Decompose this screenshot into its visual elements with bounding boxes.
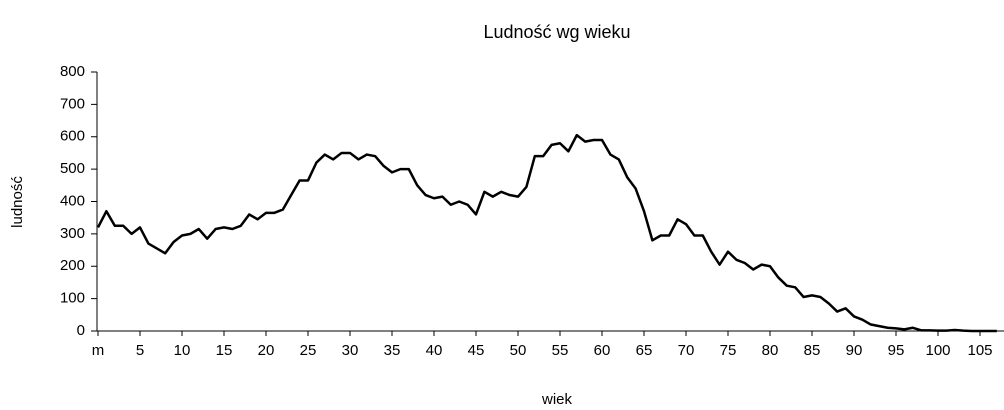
x-tick-label: 65 [636, 342, 653, 359]
x-tick-label: 100 [925, 342, 950, 359]
x-tick-label: 15 [216, 342, 233, 359]
x-tick-label: 30 [342, 342, 359, 359]
y-tick-label: 300 [60, 225, 85, 242]
x-tick-label: 105 [967, 342, 992, 359]
x-tick-label: 90 [846, 342, 863, 359]
line [96, 133, 997, 333]
x-tick-label: 80 [762, 342, 779, 359]
x-axis-label: wiek [541, 391, 573, 408]
x-tick-label: 85 [804, 342, 821, 359]
x-tick-label: 40 [426, 342, 443, 359]
x-tick-label: 10 [174, 342, 191, 359]
x-tick-label: 60 [594, 342, 611, 359]
y-tick-label: 600 [60, 128, 85, 145]
x-tick-label: 50 [510, 342, 527, 359]
x-tick-label: 55 [552, 342, 569, 359]
y-tick-label: 500 [60, 160, 85, 177]
y-tick-label: 100 [60, 290, 85, 307]
x-tick-label: 95 [888, 342, 905, 359]
x-tick-label: 25 [300, 342, 317, 359]
x-tick-label: 75 [720, 342, 737, 359]
x-tick-label: m [92, 342, 105, 359]
x-tick-label: 20 [258, 342, 275, 359]
y-axis-label: ludność [9, 176, 26, 228]
x-tick-label: 45 [468, 342, 485, 359]
x-tick-label: 5 [136, 342, 144, 359]
y-tick-label: 700 [60, 95, 85, 112]
y-tick-label: 800 [60, 63, 85, 80]
y-tick-label: 400 [60, 192, 85, 209]
x-tick-label: 70 [678, 342, 695, 359]
chart-title: Ludność wg wieku [483, 22, 630, 42]
y-tick-label: 0 [77, 322, 85, 339]
y-tick-label: 200 [60, 257, 85, 274]
x-tick-label: 35 [384, 342, 401, 359]
